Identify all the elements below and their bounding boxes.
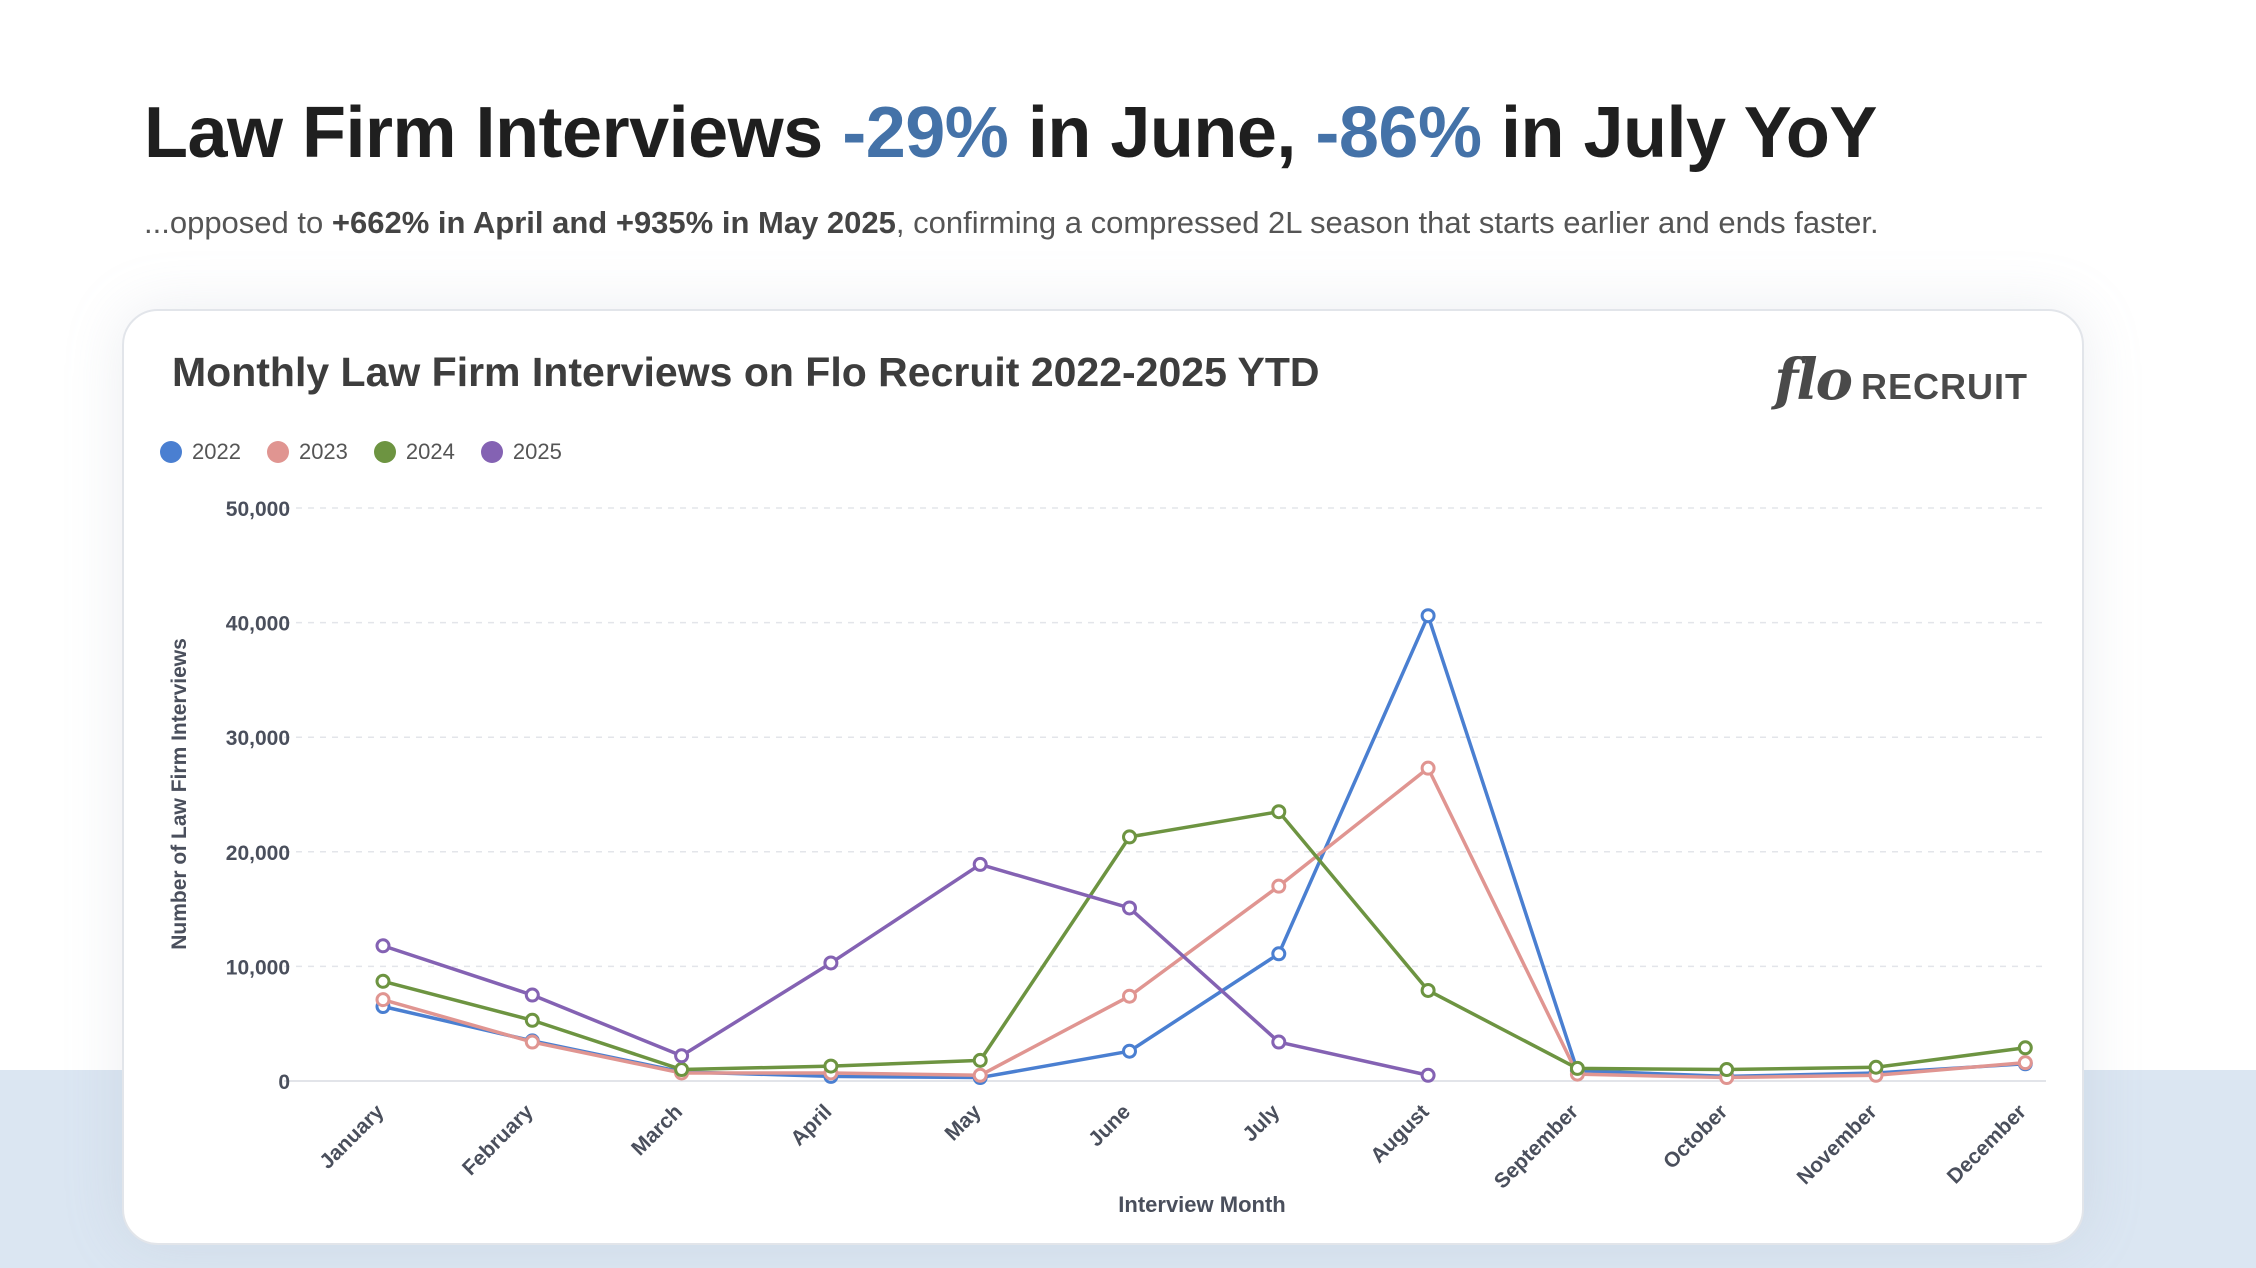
data-point-2023-may <box>972 1067 988 1083</box>
data-point-2024-march <box>674 1062 690 1078</box>
subhead: ...opposed to +662% in April and +935% i… <box>144 205 1879 241</box>
data-point-2024-september <box>1569 1060 1585 1076</box>
x-tick-label: October <box>1659 1100 1732 1173</box>
data-point-2024-january <box>375 973 391 989</box>
x-tick-label: September <box>1490 1100 1583 1193</box>
y-tick-label: 20,000 <box>226 842 290 865</box>
y-tick-label: 30,000 <box>226 727 290 750</box>
data-point-2025-may <box>972 856 988 872</box>
data-point-2024-april <box>823 1058 839 1074</box>
series-line-2022 <box>381 613 2028 1080</box>
subhead-bold: +662% in April and +935% in May 2025 <box>331 205 896 240</box>
subhead-prefix: ...opposed to <box>144 205 332 240</box>
x-axis-title: Interview Month <box>1118 1192 1285 1217</box>
x-tick-label: April <box>786 1100 836 1150</box>
brand-logo: flo RECRUIT <box>1774 347 2028 413</box>
series-line-2025 <box>381 862 1430 1078</box>
data-point-2025-january <box>375 938 391 954</box>
data-point-2024-june <box>1122 829 1137 845</box>
x-tick-label: February <box>458 1100 538 1180</box>
headline-july-pct: -86% <box>1315 93 1482 173</box>
data-point-2023-july <box>1271 878 1287 894</box>
data-point-2024-november <box>1868 1059 1884 1075</box>
data-point-2023-august <box>1420 760 1436 776</box>
data-point-2022-june <box>1122 1043 1137 1059</box>
legend-label-2022: 2022 <box>192 439 241 464</box>
brand-flo: flo <box>1774 347 1853 413</box>
legend-swatch-2025 <box>480 441 503 463</box>
chart-title: Monthly Law Firm Interviews on Flo Recru… <box>172 349 1320 395</box>
data-point-2025-april <box>823 955 839 971</box>
x-tick-label: August <box>1366 1100 1433 1167</box>
data-point-2025-june <box>1122 900 1137 916</box>
data-point-2023-january <box>375 992 391 1008</box>
x-tick-label: November <box>1793 1100 1882 1189</box>
legend-item-2022[interactable]: 2022 <box>160 439 241 465</box>
legend-label-2023: 2023 <box>298 439 348 464</box>
data-point-2025-february <box>524 987 540 1003</box>
legend-label-2025: 2025 <box>512 439 562 464</box>
data-point-2025-march <box>674 1048 690 1064</box>
data-point-2023-december <box>2017 1055 2033 1071</box>
x-tick-label: December <box>1943 1100 2031 1188</box>
data-point-2022-july <box>1271 946 1287 962</box>
x-tick-label: June <box>1084 1100 1135 1151</box>
y-tick-label: 10,000 <box>226 956 290 979</box>
legend-item-2025[interactable]: 2025 <box>480 439 562 465</box>
data-point-2024-august <box>1420 982 1436 998</box>
headline-part3: in July YoY <box>1481 93 1877 173</box>
chart-plot: 0 10,000 20,000 30,000 40,000 50,000 January Fe… <box>168 498 2046 1217</box>
data-point-2025-august <box>1420 1067 1436 1083</box>
y-tick-label: 50,000 <box>226 498 290 521</box>
x-tick-label: January <box>315 1100 388 1173</box>
legend-label-2024: 2024 <box>405 439 455 464</box>
data-point-2023-february <box>524 1034 540 1050</box>
data-point-2024-may <box>972 1052 988 1068</box>
data-point-2024-december <box>2017 1040 2033 1056</box>
legend-swatch-2023 <box>266 441 289 463</box>
data-point-2025-july <box>1271 1034 1287 1050</box>
chart-legend: 2022 2023 2024 2025 <box>160 439 562 465</box>
headline-part2: in June, <box>1008 93 1316 173</box>
series-line-2023 <box>381 766 2028 1080</box>
legend-item-2024[interactable]: 2024 <box>373 439 455 465</box>
brand-recruit: RECRUIT <box>1861 366 2028 407</box>
chart-card: Monthly Law Firm Interviews on Flo Recru… <box>122 309 2084 1245</box>
headline: Law Firm Interviews -29% in June, -86% i… <box>144 92 1877 174</box>
legend-swatch-2022 <box>160 441 182 463</box>
data-point-2024-july <box>1271 804 1287 820</box>
subhead-suffix: , confirming a compressed 2L season that… <box>895 205 1879 240</box>
legend-swatch-2024 <box>373 441 396 463</box>
x-tick-label: March <box>627 1100 687 1160</box>
data-point-2024-february <box>524 1012 540 1028</box>
x-tick-label: July <box>1238 1100 1284 1146</box>
data-point-2023-june <box>1122 988 1137 1004</box>
legend-item-2023[interactable]: 2023 <box>266 439 348 465</box>
headline-june-pct: -29% <box>842 93 1009 173</box>
y-tick-label: 40,000 <box>226 613 290 636</box>
data-point-2024-october <box>1719 1062 1735 1078</box>
data-point-2022-august <box>1420 608 1436 624</box>
x-tick-label: May <box>941 1100 986 1145</box>
y-axis-title: Number of Law Firm Interviews <box>168 638 191 950</box>
y-tick-label: 0 <box>278 1071 290 1094</box>
headline-part1: Law Firm Interviews <box>144 93 843 173</box>
series-line-2024 <box>381 809 2028 1072</box>
